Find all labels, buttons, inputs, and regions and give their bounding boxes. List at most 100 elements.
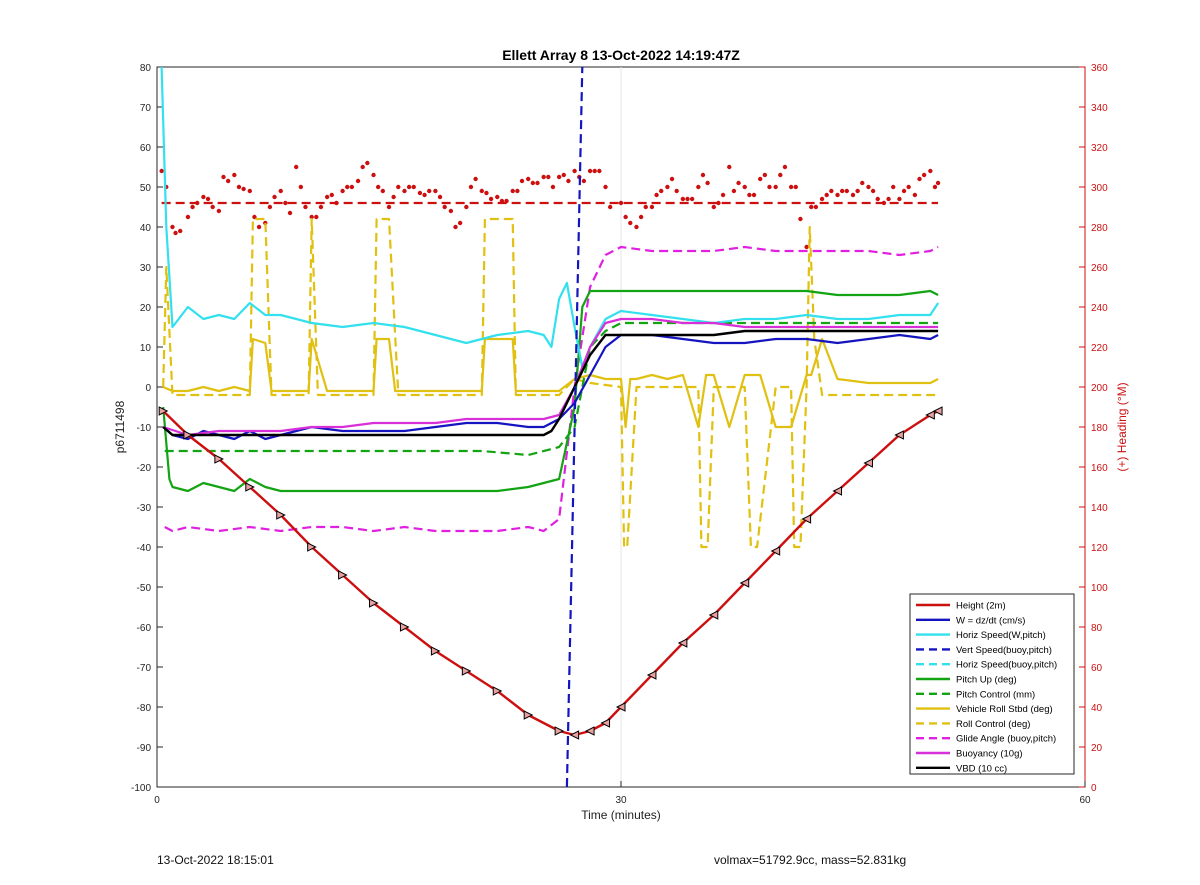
heading-point — [488, 196, 494, 202]
heading-point — [659, 188, 664, 194]
heading-point — [798, 216, 803, 222]
heading-point — [634, 224, 639, 230]
heading-point — [464, 204, 469, 210]
heading-point — [355, 178, 361, 184]
heading-point — [324, 194, 330, 200]
heading-point — [287, 210, 293, 216]
y-tick-label: 30 — [140, 263, 152, 274]
y-tick-label: 60 — [140, 143, 152, 154]
heading-point — [236, 184, 242, 190]
heading-point — [318, 204, 324, 210]
height-marker — [832, 486, 843, 496]
y-tick-label: 40 — [140, 223, 152, 234]
heading-point — [665, 184, 670, 190]
height-marker — [492, 686, 503, 696]
heading-point — [906, 184, 911, 190]
height-marker — [677, 638, 688, 648]
heading-point — [607, 204, 613, 210]
series-line-2 — [160, 66, 940, 369]
heading-point — [499, 198, 505, 204]
heading-point — [519, 178, 525, 184]
series-line-11 — [162, 329, 939, 437]
heading-point — [365, 160, 370, 166]
height-marker — [183, 430, 194, 440]
heading-point — [762, 172, 768, 178]
heading-point — [850, 192, 856, 198]
height-marker — [461, 666, 472, 676]
height-marker — [925, 410, 935, 420]
heading-point — [804, 244, 809, 250]
heading-point — [669, 176, 675, 182]
y2-tick-label: 240 — [1091, 303, 1108, 314]
heading-point — [457, 220, 463, 226]
y2-tick-label: 0 — [1091, 783, 1097, 794]
heading-point — [628, 220, 633, 226]
heading-point — [510, 188, 515, 194]
y2-tick-label: 260 — [1091, 263, 1108, 274]
legend-label: Glide Angle (buoy,pitch) — [956, 734, 1056, 745]
heading-point — [442, 204, 447, 210]
heading-point — [216, 208, 222, 214]
footer-volmax-mass: volmax=51792.9cc, mass=52.831kg — [714, 853, 907, 867]
heading-point — [638, 214, 644, 220]
heading-point — [515, 188, 520, 194]
y2-tick-label: 120 — [1091, 543, 1108, 554]
y2-tick-label: 100 — [1091, 583, 1108, 594]
y2-tick-label: 60 — [1091, 663, 1103, 674]
heading-point — [433, 188, 438, 194]
heading-point — [256, 224, 262, 230]
y-tick-label: -40 — [137, 543, 152, 554]
heading-point — [758, 176, 763, 182]
heading-point — [221, 174, 226, 180]
heading-point — [556, 174, 562, 180]
heading-point — [159, 168, 164, 174]
y2-tick-label: 40 — [1091, 703, 1103, 714]
heading-point — [751, 192, 757, 198]
heading-point — [283, 200, 288, 206]
heading-point — [453, 224, 458, 230]
legend-label: Pitch Up (deg) — [956, 675, 1017, 686]
heading-point — [705, 180, 710, 186]
heading-point — [592, 168, 597, 174]
height-marker — [307, 542, 317, 552]
heading-point — [402, 188, 407, 194]
heading-point — [674, 188, 679, 194]
heading-point — [921, 172, 927, 178]
heading-point — [720, 192, 726, 198]
heading-point — [736, 180, 741, 186]
heading-point — [185, 214, 191, 220]
legend-label: Height (2m) — [956, 601, 1006, 612]
heading-point — [210, 204, 215, 210]
heading-point — [396, 184, 401, 190]
height-marker — [770, 546, 781, 556]
y2-tick-label: 160 — [1091, 463, 1108, 474]
height-marker — [338, 570, 348, 580]
heading-point — [329, 192, 334, 198]
heading-point — [391, 194, 396, 200]
heading-point — [824, 192, 829, 198]
heading-point — [349, 184, 355, 190]
heading-point — [535, 180, 540, 186]
y2-tick-label: 320 — [1091, 143, 1108, 154]
series-line-8 — [162, 217, 939, 549]
heading-point — [561, 172, 566, 178]
legend-label: Horiz Speed(W,pitch) — [956, 630, 1046, 641]
heading-point — [380, 188, 386, 194]
y2-tick-label: 360 — [1091, 63, 1108, 74]
y2-tick-label: 20 — [1091, 743, 1103, 754]
heading-point — [190, 204, 195, 210]
heading-point — [603, 184, 608, 190]
height-marker — [600, 718, 611, 728]
heading-point — [205, 196, 211, 202]
heading-point — [891, 184, 896, 190]
y-tick-label: -30 — [137, 503, 152, 514]
height-marker — [863, 458, 873, 468]
heading-point — [597, 168, 602, 174]
height-marker — [245, 482, 255, 492]
height-marker — [158, 406, 169, 416]
heading-point — [649, 204, 655, 210]
y-tick-label: 10 — [140, 343, 152, 354]
heading-point — [782, 164, 788, 170]
heading-point — [468, 184, 474, 190]
